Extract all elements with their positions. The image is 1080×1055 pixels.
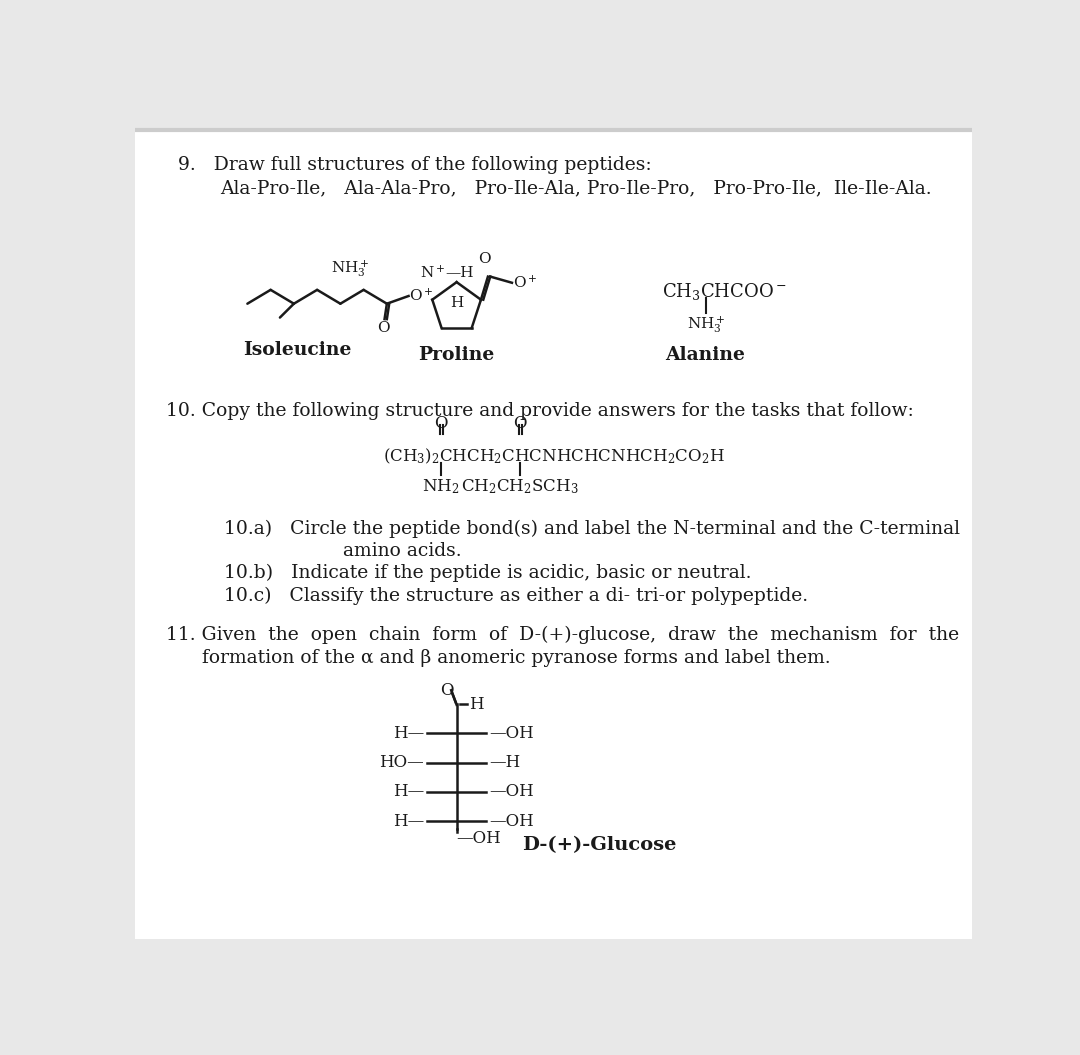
Text: Alanine: Alanine	[664, 346, 744, 364]
Text: H—: H—	[393, 784, 424, 801]
Text: $\mathregular{O^+}$: $\mathregular{O^+}$	[409, 288, 434, 304]
Text: —OH: —OH	[457, 830, 501, 847]
Text: Proline: Proline	[419, 346, 495, 364]
Text: $\mathregular{CH_3CHCOO^-}$: $\mathregular{CH_3CHCOO^-}$	[662, 281, 787, 302]
Text: amino acids.: amino acids.	[271, 542, 461, 560]
Text: 10. Copy the following structure and provide answers for the tasks that follow:: 10. Copy the following structure and pro…	[166, 402, 914, 420]
Text: H: H	[469, 695, 484, 712]
Text: HO—: HO—	[379, 754, 424, 771]
Text: $\mathregular{NH_3^+}$: $\mathregular{NH_3^+}$	[687, 314, 726, 335]
Text: $\mathregular{O^+}$: $\mathregular{O^+}$	[513, 274, 538, 291]
Text: Isoleucine: Isoleucine	[244, 341, 352, 359]
Text: O: O	[513, 416, 527, 433]
Text: —OH: —OH	[489, 784, 534, 801]
Text: $\mathregular{NH_2}$: $\mathregular{NH_2}$	[422, 477, 460, 496]
Text: —H: —H	[489, 754, 521, 771]
Text: 10.c)   Classify the structure as either a di- tri-or polypeptide.: 10.c) Classify the structure as either a…	[225, 587, 808, 606]
Text: H: H	[450, 296, 463, 310]
Text: 10.a)   Circle the peptide bond(s) and label the N-terminal and the C-terminal: 10.a) Circle the peptide bond(s) and lab…	[225, 519, 960, 538]
Text: $\mathregular{N^+}$: $\mathregular{N^+}$	[420, 265, 446, 282]
Text: Ala-Pro-Ile,   Ala-Ala-Pro,   Pro-Ile-Ala, Pro-Ile-Pro,   Pro-Pro-Ile,  Ile-Ile-: Ala-Pro-Ile, Ala-Ala-Pro, Pro-Ile-Ala, P…	[220, 179, 932, 197]
Text: —OH: —OH	[489, 725, 534, 742]
Text: O: O	[434, 416, 448, 433]
Text: —OH: —OH	[489, 812, 534, 829]
Text: H—: H—	[393, 812, 424, 829]
Text: 9.   Draw full structures of the following peptides:: 9. Draw full structures of the following…	[177, 156, 651, 174]
Text: 11. Given  the  open  chain  form  of  D-(+)-glucose,  draw  the  mechanism  for: 11. Given the open chain form of D-(+)-g…	[166, 626, 959, 644]
Text: 10.b)   Indicate if the peptide is acidic, basic or neutral.: 10.b) Indicate if the peptide is acidic,…	[225, 564, 752, 582]
Text: H—: H—	[393, 725, 424, 742]
Text: O: O	[378, 321, 390, 334]
Text: O: O	[477, 252, 490, 266]
Text: $\mathregular{NH_3^+}$: $\mathregular{NH_3^+}$	[332, 258, 369, 280]
Text: D-(+)-Glucose: D-(+)-Glucose	[523, 837, 677, 855]
Text: O: O	[441, 682, 454, 698]
Text: $\mathregular{CH_2CH_2SCH_3}$: $\mathregular{CH_2CH_2SCH_3}$	[461, 477, 579, 496]
Text: —H: —H	[446, 266, 474, 280]
Text: $\mathregular{(CH_3)_2CHCH_2CHCNHCHCNHCH_2CO_2H}$: $\mathregular{(CH_3)_2CHCH_2CHCNHCHCNHCH…	[382, 446, 725, 465]
Text: formation of the α and β anomeric pyranose forms and label them.: formation of the α and β anomeric pyrano…	[166, 649, 831, 667]
